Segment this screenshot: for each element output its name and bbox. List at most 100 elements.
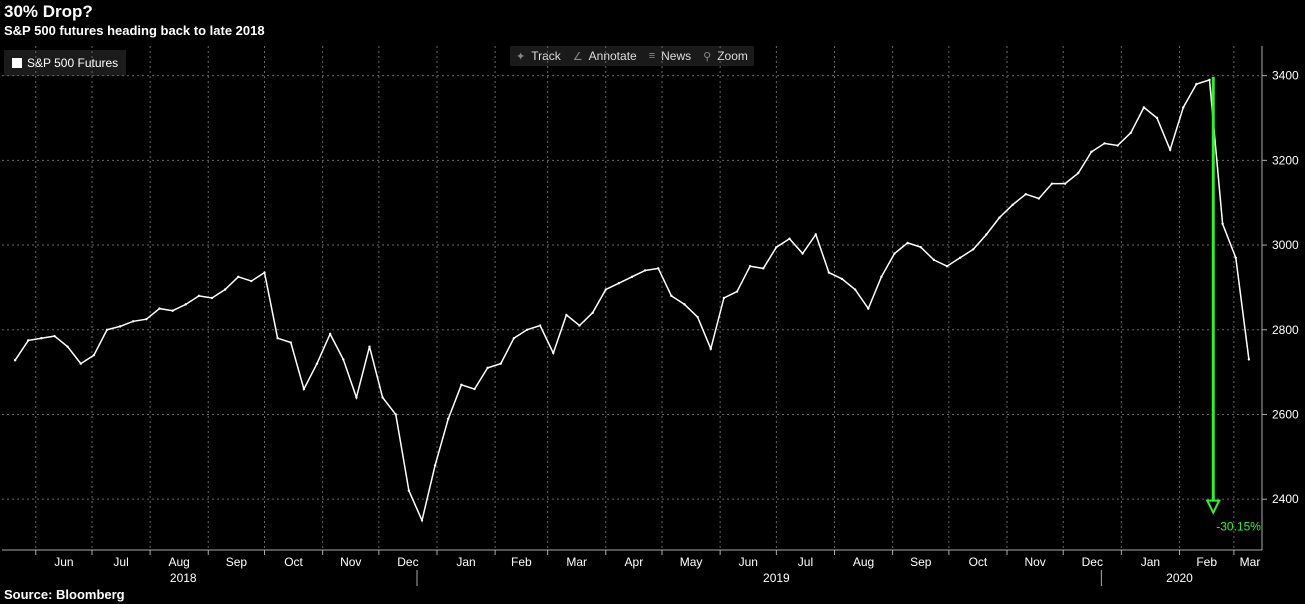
data-point [132, 320, 135, 323]
data-point [1129, 131, 1132, 135]
data-point [1077, 171, 1080, 175]
data-point [578, 324, 581, 327]
news-icon: ≡ [648, 50, 656, 62]
data-point [381, 396, 384, 399]
data-point [171, 309, 174, 312]
data-point [79, 362, 82, 365]
data-point [210, 296, 214, 300]
data-point [407, 489, 411, 492]
data-point [1050, 182, 1054, 185]
data-point [565, 313, 568, 317]
data-point [788, 237, 791, 240]
data-point [604, 288, 607, 291]
data-point [643, 269, 647, 272]
data-point [1234, 256, 1237, 259]
x-tick-label: Mar [566, 555, 587, 569]
data-point [538, 324, 542, 327]
annotate-button[interactable]: ∠ Annotate [567, 46, 643, 66]
series-line [14, 78, 1250, 523]
data-point [591, 311, 594, 315]
data-point [53, 334, 56, 338]
data-point [985, 233, 988, 236]
y-tick-label: 2400 [1272, 492, 1299, 506]
track-button[interactable]: ✦ Track [510, 46, 567, 66]
x-tick-label: Dec [397, 555, 418, 569]
x-tick-label: Jul [113, 555, 128, 569]
data-point [709, 347, 712, 351]
data-point [735, 290, 739, 293]
data-point [906, 241, 909, 245]
data-point [696, 315, 699, 319]
data-point [919, 245, 922, 249]
data-point [1090, 150, 1093, 154]
x-tick-label: Apr [625, 555, 644, 569]
x-tick-label: Nov [1024, 555, 1045, 569]
data-point [748, 265, 752, 268]
x-tick-label: May [680, 555, 703, 569]
annotate-label: Annotate [588, 49, 637, 63]
data-point [801, 252, 804, 255]
news-label: News [661, 49, 692, 63]
data-point [683, 303, 686, 306]
legend-label: S&P 500 Futures [27, 56, 119, 70]
data-point [1182, 106, 1185, 109]
data-point [118, 325, 122, 328]
data-point [670, 294, 673, 298]
data-point [893, 252, 896, 255]
x-tick-label: Aug [169, 555, 190, 569]
x-tick-label: Oct [969, 555, 988, 569]
data-point [420, 519, 424, 522]
data-point [328, 332, 332, 336]
data-point [1063, 182, 1067, 185]
data-point [92, 353, 96, 357]
data-point [1116, 144, 1119, 147]
data-point [394, 413, 397, 416]
legend[interactable]: S&P 500 Futures [4, 50, 127, 76]
x-tick-label: Jun [54, 555, 73, 569]
data-point [1195, 82, 1198, 86]
data-point [473, 387, 476, 391]
data-point [447, 417, 450, 420]
data-point [184, 303, 187, 306]
x-tick-label: Oct [284, 555, 303, 569]
x-tick-label: Jan [1141, 555, 1160, 569]
data-point [1011, 203, 1014, 207]
chart-title: 30% Drop? [4, 2, 93, 21]
source-note: Source: Bloomberg [4, 587, 125, 602]
x-tick-label: Jul [798, 555, 813, 569]
y-tick-label: 3200 [1272, 153, 1299, 167]
drop-arrow-head [1205, 499, 1221, 515]
data-point [433, 464, 437, 467]
y-tick-label: 3000 [1272, 238, 1299, 252]
x-year-label: 2019 [763, 571, 790, 585]
data-point [197, 294, 201, 298]
crosshair-icon: ✦ [516, 50, 526, 63]
data-point [499, 362, 502, 365]
y-tick-label: 2800 [1272, 323, 1299, 337]
data-point [263, 271, 266, 274]
data-point [237, 275, 240, 279]
data-point [276, 337, 279, 340]
data-point [315, 362, 319, 365]
data-point [342, 358, 345, 361]
data-point [302, 387, 306, 391]
data-point [617, 281, 621, 285]
data-point [105, 328, 109, 331]
zoom-button[interactable]: ⚲ Zoom [697, 46, 754, 66]
data-point [1221, 222, 1224, 226]
data-point [827, 271, 831, 274]
data-point [1155, 116, 1159, 120]
data-point [1037, 197, 1041, 200]
x-tick-label: Dec [1082, 555, 1103, 569]
data-point [158, 307, 161, 310]
x-tick-label: Sep [910, 555, 932, 569]
magnifier-icon: ⚲ [703, 50, 712, 63]
data-point [998, 216, 1001, 219]
news-button[interactable]: ≡ News [643, 46, 697, 66]
data-point [945, 265, 949, 268]
data-point [722, 296, 726, 300]
data-point [250, 279, 253, 283]
data-point [40, 337, 43, 340]
data-point [630, 275, 634, 279]
